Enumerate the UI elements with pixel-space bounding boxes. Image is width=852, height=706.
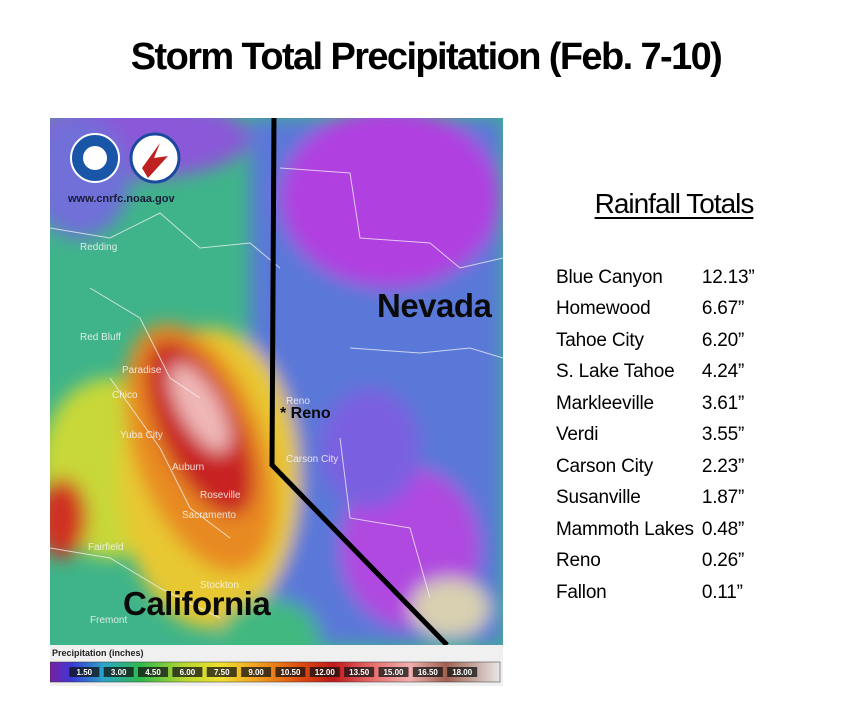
site-name: Blue Canyon bbox=[556, 266, 663, 288]
place-label: Fairfield bbox=[88, 542, 124, 553]
rain-amount: 12.13” bbox=[701, 266, 755, 288]
site-name: Susanville bbox=[556, 487, 641, 509]
legend-tick-box bbox=[69, 667, 100, 677]
legend-tick-label: 9.00 bbox=[248, 668, 264, 677]
place-label: Sacramento bbox=[182, 510, 236, 521]
legend-ticks: 1.50 3.00 4.50 6.00 7.50 9.00 10.50 12.00 13.50 1… bbox=[69, 667, 478, 677]
legend-tick-label: 3.00 bbox=[111, 668, 127, 677]
rain-amount: 0.26” bbox=[701, 550, 745, 572]
legend-tick-label: 10.50 bbox=[280, 668, 301, 677]
place-labels: Redding Red Bluff Paradise Chico Yuba City Au… bbox=[80, 242, 338, 626]
legend-tick-label: 6.00 bbox=[180, 668, 196, 677]
totals-table: Blue Canyon 12.13” Homewood 6.67” Tahoe City… bbox=[556, 262, 755, 609]
legend-tick-box bbox=[172, 667, 203, 677]
state-line bbox=[269, 118, 449, 647]
legend-tick-box bbox=[275, 667, 306, 677]
totals-row: Verdi 3.55” bbox=[556, 420, 755, 452]
totals-row: Homewood 6.67” bbox=[556, 294, 755, 326]
legend-tick-label: 7.50 bbox=[214, 668, 230, 677]
place-label: Carson City bbox=[286, 454, 338, 465]
place-label: Paradise bbox=[122, 365, 162, 376]
site-name: Mammoth Lakes bbox=[556, 518, 694, 540]
totals-row: Reno 0.26” bbox=[556, 546, 755, 578]
site-name: Fallon bbox=[556, 581, 607, 603]
place-label: Red Bluff bbox=[80, 332, 121, 343]
slide-title: Storm Total Precipitation (Feb. 7-10) bbox=[130, 36, 723, 78]
rain-amount: 4.24” bbox=[701, 361, 745, 383]
totals-row: Carson City 2.23” bbox=[556, 451, 755, 483]
place-label: Reno bbox=[286, 396, 310, 407]
precipitation-map: www.cnrfc.noaa.gov Redding Red Bluff Parad… bbox=[50, 118, 503, 686]
legend-tick-box bbox=[309, 667, 340, 677]
legend-tick-label: 4.50 bbox=[145, 668, 161, 677]
borders bbox=[50, 167, 503, 619]
place-label: Redding bbox=[80, 242, 117, 253]
legend-tick-label: 16.50 bbox=[418, 668, 439, 677]
legend-tick-box bbox=[378, 667, 409, 677]
legend-tick-box bbox=[447, 667, 478, 677]
site-name: Verdi bbox=[556, 424, 599, 446]
logos bbox=[70, 132, 181, 184]
legend-tick-label: 1.50 bbox=[77, 668, 93, 677]
rain-amount: 0.48” bbox=[701, 518, 745, 540]
site-name: S. Lake Tahoe bbox=[556, 361, 675, 383]
legend-tick-box bbox=[103, 667, 134, 677]
rain-amount: 0.11” bbox=[701, 581, 743, 603]
place-label: Roseville bbox=[200, 490, 241, 501]
place-label: Stockton bbox=[200, 580, 239, 591]
legend-title: Precipitation (inches) bbox=[52, 648, 144, 658]
totals-row: Markleeville 3.61” bbox=[556, 388, 755, 420]
site-name: Tahoe City bbox=[556, 329, 644, 351]
place-label: Fremont bbox=[90, 615, 127, 626]
totals-heading: Rainfall Totals bbox=[594, 188, 755, 219]
site-name: Homewood bbox=[556, 298, 651, 320]
rain-amount: 6.20” bbox=[701, 329, 745, 351]
state-label: Nevada bbox=[377, 287, 493, 324]
place-label: Auburn bbox=[172, 462, 204, 473]
rain-amount: 3.55” bbox=[701, 424, 745, 446]
legend-tick-box bbox=[138, 667, 169, 677]
rain-amount: 1.87” bbox=[701, 487, 745, 509]
city-marker: * Reno bbox=[280, 405, 331, 422]
rain-amount: 2.23” bbox=[701, 455, 745, 477]
legend-tick-box bbox=[241, 667, 272, 677]
rain-amount: 3.61” bbox=[701, 392, 745, 414]
source-url: www.cnrfc.noaa.gov bbox=[67, 193, 175, 205]
rain-amount: 6.67” bbox=[701, 298, 745, 320]
site-name: Carson City bbox=[556, 455, 654, 477]
legend-tick-box bbox=[206, 667, 237, 677]
place-label: Yuba City bbox=[120, 430, 163, 441]
totals-row: Fallon 0.11” bbox=[556, 577, 755, 609]
totals-row: Susanville 1.87” bbox=[556, 483, 755, 515]
totals-row: S. Lake Tahoe 4.24” bbox=[556, 357, 755, 389]
legend-tick-label: 15.00 bbox=[383, 668, 404, 677]
site-name: Reno bbox=[556, 550, 601, 572]
state-label: California bbox=[123, 585, 271, 622]
legend-tick-box bbox=[344, 667, 375, 677]
legend-tick-label: 13.50 bbox=[349, 668, 370, 677]
place-label: Chico bbox=[112, 390, 138, 401]
legend-tick-label: 12.00 bbox=[315, 668, 336, 677]
legend-tick-box bbox=[412, 667, 443, 677]
site-name: Markleeville bbox=[556, 392, 654, 414]
totals-row: Mammoth Lakes 0.48” bbox=[556, 514, 755, 546]
legend-tick-label: 18.00 bbox=[452, 668, 473, 677]
totals-row: Tahoe City 6.20” bbox=[556, 325, 755, 357]
totals-row: Blue Canyon 12.13” bbox=[556, 262, 755, 294]
